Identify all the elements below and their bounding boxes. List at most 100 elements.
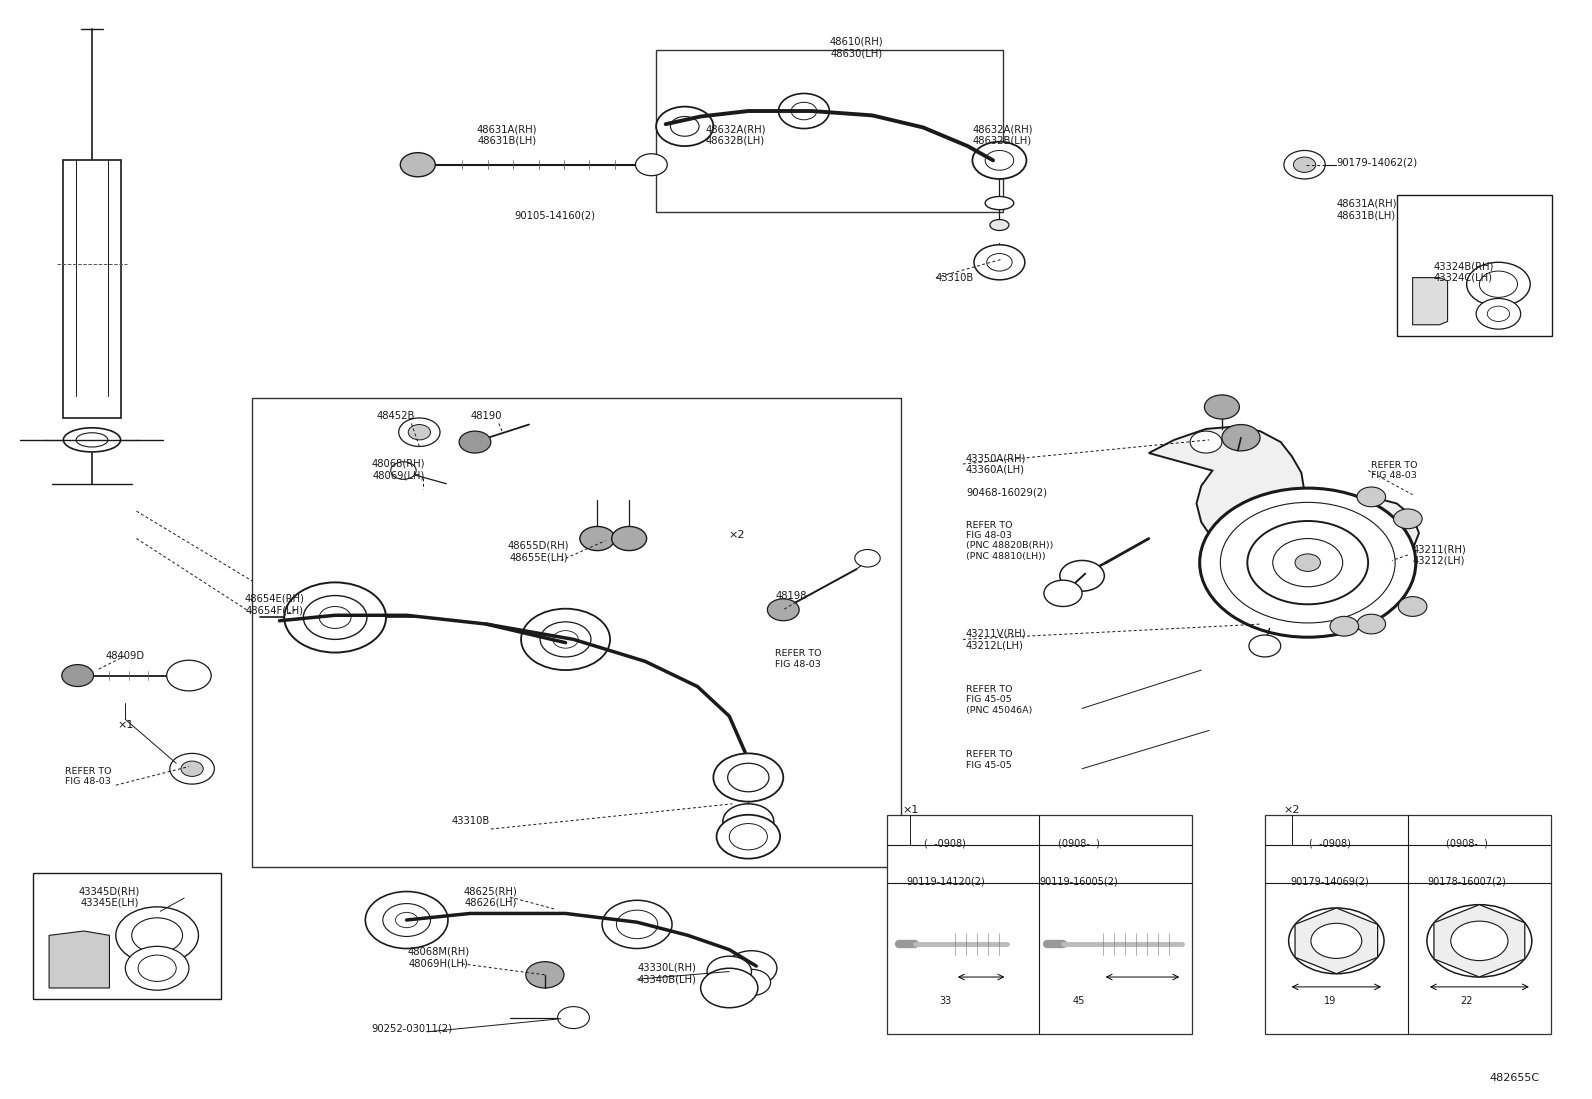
- Circle shape: [973, 142, 1027, 179]
- Text: 48409D: 48409D: [105, 651, 145, 660]
- Bar: [64, 160, 121, 418]
- Circle shape: [791, 102, 817, 120]
- Text: 43330L(RH)
43340B(LH): 43330L(RH) 43340B(LH): [637, 963, 696, 985]
- Circle shape: [1205, 395, 1240, 419]
- Circle shape: [1479, 271, 1517, 298]
- Circle shape: [1329, 617, 1358, 636]
- Circle shape: [521, 609, 610, 670]
- Circle shape: [656, 107, 713, 146]
- Polygon shape: [1434, 904, 1525, 977]
- Polygon shape: [1412, 278, 1447, 325]
- Text: REFER TO
FIG 45-05
(PNC 45046A): REFER TO FIG 45-05 (PNC 45046A): [966, 685, 1033, 714]
- Bar: [887, 814, 1192, 1034]
- Circle shape: [1294, 554, 1320, 571]
- Text: ×2: ×2: [729, 530, 745, 541]
- Text: 48654E(RH)
48654F(LH): 48654E(RH) 48654F(LH): [245, 593, 304, 615]
- Circle shape: [398, 418, 439, 446]
- Text: 90252-03011(2): 90252-03011(2): [371, 1023, 452, 1033]
- Circle shape: [1450, 921, 1508, 961]
- Text: 90179-14069(2): 90179-14069(2): [1291, 877, 1369, 887]
- Circle shape: [670, 116, 699, 136]
- Text: 43211V(RH)
43212L(LH): 43211V(RH) 43212L(LH): [966, 629, 1027, 651]
- Circle shape: [579, 526, 615, 551]
- Text: (  -0908): ( -0908): [1309, 839, 1352, 848]
- Circle shape: [552, 631, 578, 648]
- Circle shape: [1283, 151, 1325, 179]
- Circle shape: [713, 754, 783, 801]
- Text: REFER TO
FIG 48-03: REFER TO FIG 48-03: [65, 767, 111, 786]
- Circle shape: [1044, 580, 1083, 607]
- Text: REFER TO
FIG 48-03: REFER TO FIG 48-03: [1371, 460, 1418, 480]
- Circle shape: [1356, 487, 1385, 507]
- Circle shape: [1393, 509, 1422, 529]
- Text: (0908-  ): (0908- ): [1446, 839, 1487, 848]
- Circle shape: [365, 891, 447, 948]
- Circle shape: [1447, 919, 1511, 963]
- Polygon shape: [1149, 426, 1418, 629]
- Circle shape: [1288, 908, 1383, 974]
- Circle shape: [181, 762, 204, 776]
- Text: 48198: 48198: [775, 590, 807, 600]
- Circle shape: [635, 154, 667, 176]
- Text: 90468-16029(2): 90468-16029(2): [966, 488, 1048, 498]
- Circle shape: [1248, 521, 1368, 604]
- Circle shape: [985, 151, 1014, 170]
- Circle shape: [700, 968, 758, 1008]
- Circle shape: [540, 622, 591, 657]
- Circle shape: [611, 526, 646, 551]
- Circle shape: [400, 153, 435, 177]
- Circle shape: [390, 462, 416, 479]
- Text: 43345D(RH)
43345E(LH): 43345D(RH) 43345E(LH): [80, 886, 140, 908]
- Circle shape: [1200, 488, 1415, 637]
- Circle shape: [1487, 307, 1509, 322]
- Text: REFER TO
FIG 48-03: REFER TO FIG 48-03: [775, 650, 821, 669]
- Circle shape: [1293, 157, 1315, 173]
- Circle shape: [716, 814, 780, 858]
- Text: 482655C: 482655C: [1490, 1073, 1539, 1083]
- Bar: [33, 873, 221, 999]
- Text: ×1: ×1: [903, 806, 919, 815]
- Text: 48631A(RH)
48631B(LH): 48631A(RH) 48631B(LH): [476, 124, 537, 146]
- Circle shape: [557, 1007, 589, 1029]
- Circle shape: [855, 550, 880, 567]
- Circle shape: [1310, 923, 1361, 958]
- Circle shape: [732, 969, 771, 996]
- Text: 43310B: 43310B: [451, 817, 489, 826]
- Text: 90105-14160(2): 90105-14160(2): [514, 210, 595, 220]
- Text: REFER TO
FIG 48-03
(PNC 48820B(RH))
(PNC 48810(LH)): REFER TO FIG 48-03 (PNC 48820B(RH)) (PNC…: [966, 521, 1054, 560]
- Text: 43310B: 43310B: [936, 273, 974, 282]
- Circle shape: [525, 962, 564, 988]
- Circle shape: [320, 607, 350, 629]
- Bar: [253, 398, 901, 867]
- Circle shape: [1426, 904, 1532, 977]
- Circle shape: [285, 582, 385, 653]
- Text: ×2: ×2: [1283, 806, 1301, 815]
- Text: 48068M(RH)
48069H(LH): 48068M(RH) 48069H(LH): [408, 946, 470, 968]
- Circle shape: [726, 951, 777, 986]
- Bar: [656, 49, 1003, 212]
- Circle shape: [778, 93, 829, 129]
- Text: 90119-14120(2): 90119-14120(2): [906, 877, 985, 887]
- Text: 43350A(RH)
43360A(LH): 43350A(RH) 43360A(LH): [966, 453, 1027, 475]
- Text: 90119-16005(2): 90119-16005(2): [1040, 877, 1118, 887]
- Text: 45: 45: [1073, 996, 1086, 1007]
- Circle shape: [170, 754, 215, 784]
- Text: 48631A(RH)
48631B(LH): 48631A(RH) 48631B(LH): [1336, 199, 1396, 221]
- Circle shape: [729, 823, 767, 850]
- Ellipse shape: [985, 197, 1014, 210]
- Ellipse shape: [76, 433, 108, 447]
- Text: 48625(RH)
48626(LH): 48625(RH) 48626(LH): [463, 886, 517, 908]
- Circle shape: [1060, 560, 1105, 591]
- Circle shape: [1307, 921, 1364, 961]
- Circle shape: [1356, 614, 1385, 634]
- Circle shape: [139, 955, 177, 981]
- Circle shape: [1223, 424, 1259, 451]
- Text: 48068(RH)
48069(LH): 48068(RH) 48069(LH): [373, 458, 425, 480]
- Circle shape: [723, 803, 774, 839]
- Text: 90179-14062(2): 90179-14062(2): [1336, 157, 1417, 167]
- Ellipse shape: [64, 428, 121, 452]
- Circle shape: [616, 910, 657, 939]
- Circle shape: [728, 764, 769, 791]
- Bar: [1264, 814, 1551, 1034]
- Ellipse shape: [990, 220, 1009, 231]
